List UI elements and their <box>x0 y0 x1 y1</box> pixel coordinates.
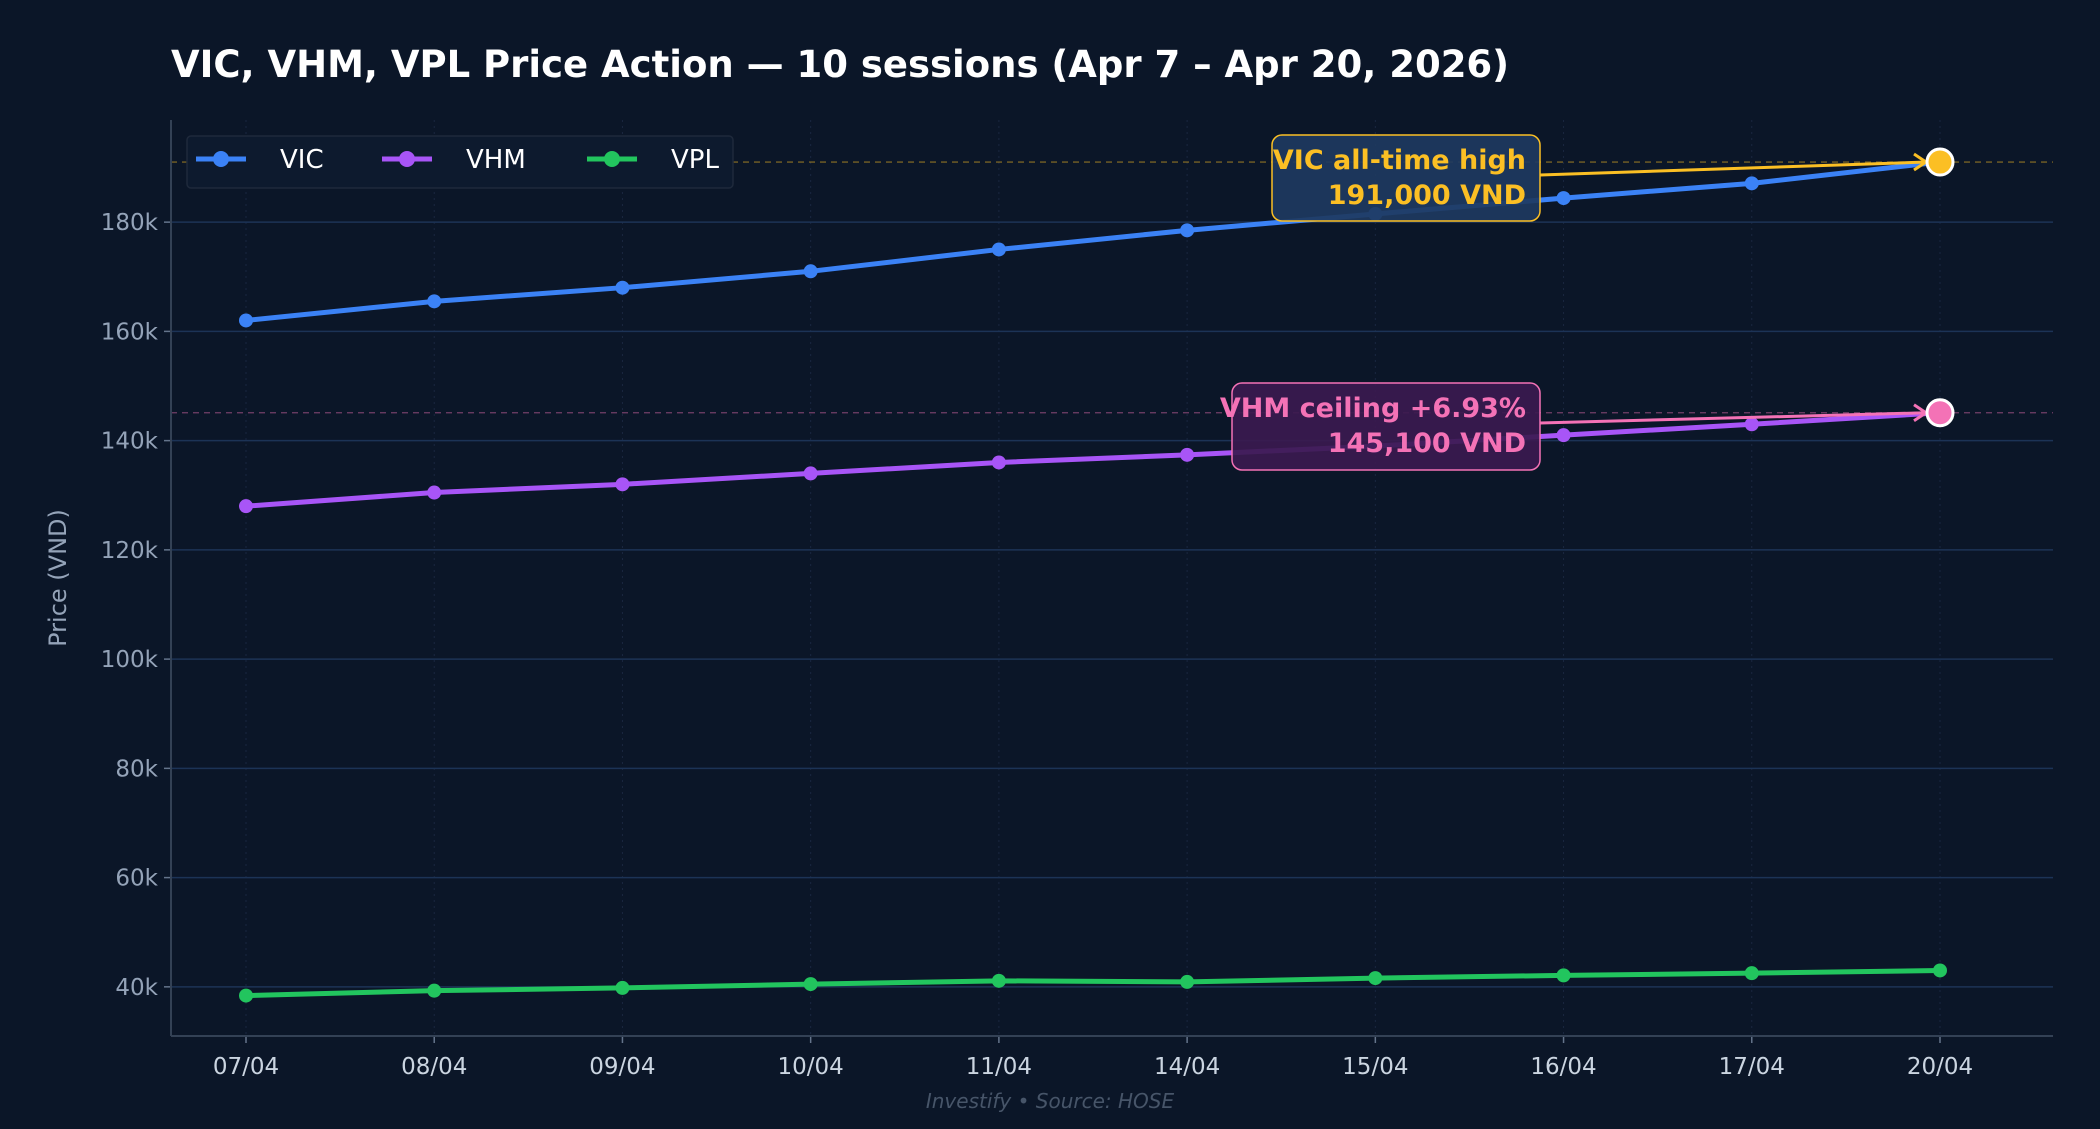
legend-marker <box>213 151 229 167</box>
data-point-vpl <box>615 980 630 995</box>
y-tick-label: 140k <box>101 429 159 455</box>
data-point-vpl <box>239 988 253 1003</box>
x-tick-label: 11/04 <box>966 1054 1032 1080</box>
annotation-box <box>1271 134 1541 222</box>
footer-source: Investify • Source: HOSE <box>926 1089 1175 1113</box>
x-tick-label: 14/04 <box>1154 1054 1220 1080</box>
data-point-vhm <box>803 466 818 481</box>
data-point-vpl <box>1556 968 1571 983</box>
data-point-vpl <box>803 977 818 992</box>
legend: VIC VHM VPL <box>186 135 734 189</box>
data-point-vic <box>1180 223 1195 238</box>
data-point-vic <box>615 280 630 295</box>
data-point-vic <box>427 294 442 309</box>
y-tick-label: 40k <box>115 975 158 1001</box>
annotation-arrow <box>1539 411 1927 425</box>
x-tick-label: 17/04 <box>1719 1054 1785 1080</box>
y-tick-label: 100k <box>101 647 159 673</box>
data-point-vic <box>803 264 818 279</box>
legend-label-vhm: VHM <box>466 145 526 175</box>
data-point-vpl <box>1933 963 1947 978</box>
y-tick-label: 120k <box>101 538 159 564</box>
data-point-vhm <box>991 455 1006 470</box>
grid <box>171 120 2053 1036</box>
legend-marker <box>399 151 415 167</box>
data-point-vpl <box>427 983 442 998</box>
x-tick-label: 07/04 <box>213 1054 279 1080</box>
highlight-marker <box>1925 398 1955 428</box>
annotation-title: VHM ceiling +6.93% <box>1220 393 1526 424</box>
data-point-vic <box>1744 176 1759 191</box>
legend-box <box>186 135 734 189</box>
legend-label-vpl: VPL <box>671 145 719 175</box>
annotations: VIC all-time high 191,000 VND VHM ceiling … <box>1220 134 1955 471</box>
data-point-vhm <box>1180 447 1195 462</box>
data-point-vpl <box>1368 971 1383 986</box>
chart-title: VIC, VHM, VPL Price Action — 10 sessions… <box>171 43 1509 86</box>
x-tick-label: 09/04 <box>589 1054 655 1080</box>
series-line-vic <box>245 159 1941 323</box>
annotation-arrow <box>1539 160 1927 177</box>
x-tick-label: 10/04 <box>778 1054 844 1080</box>
data-point-vpl <box>991 973 1006 988</box>
highlight-marker <box>1925 147 1955 177</box>
x-tick-label: 08/04 <box>401 1054 467 1080</box>
data-point-vpl <box>1744 966 1759 981</box>
data-point-vhm <box>1556 428 1571 443</box>
y-tick-label: 160k <box>101 319 159 345</box>
y-tick-label: 180k <box>101 210 159 236</box>
x-tick-label: 16/04 <box>1530 1054 1596 1080</box>
data-point-vic <box>1556 191 1571 206</box>
annotation-title: VIC all-time high <box>1273 145 1526 176</box>
axes: 07/04 08/04 09/04 10/04 11/04 14/04 15/04 16/04… <box>101 120 2053 1080</box>
data-point-vhm <box>1744 417 1759 432</box>
legend-marker <box>604 151 620 167</box>
series-line-vpl <box>245 967 1941 999</box>
series-line-vhm <box>245 410 1941 509</box>
y-tick-label: 60k <box>115 866 158 892</box>
annotation-value: 145,100 VND <box>1328 428 1526 459</box>
x-tick-label: 20/04 <box>1907 1054 1973 1080</box>
data-point-vhm <box>615 477 630 492</box>
annotation-value: 191,000 VND <box>1328 180 1526 211</box>
annotation-box <box>1231 382 1541 471</box>
data-point-vic <box>239 313 253 328</box>
y-axis-label: Price (VND) <box>44 509 72 647</box>
data-point-vhm <box>427 485 442 500</box>
data-point-vhm <box>239 499 253 514</box>
data-point-vic <box>991 242 1006 257</box>
x-tick-label: 15/04 <box>1342 1054 1408 1080</box>
legend-label-vic: VIC <box>280 145 324 175</box>
y-tick-label: 80k <box>115 756 158 782</box>
data-point-vpl <box>1180 974 1195 989</box>
